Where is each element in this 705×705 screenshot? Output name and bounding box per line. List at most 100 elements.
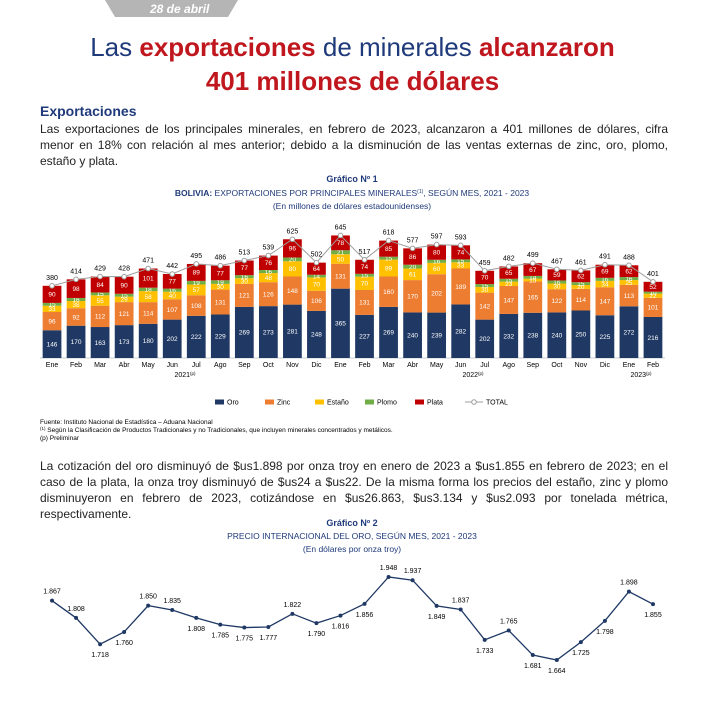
legend-swatch	[215, 399, 224, 405]
legend-swatch	[265, 399, 274, 405]
bar-segment	[451, 262, 471, 269]
bar-segment	[114, 293, 134, 297]
total-point	[97, 273, 103, 280]
bar-segment	[595, 315, 615, 358]
x-tick-label: Oct	[551, 362, 562, 369]
total-point	[193, 261, 200, 267]
value-label: 85	[385, 246, 393, 253]
value-label: 189	[455, 284, 466, 291]
value-label: 202	[431, 291, 442, 298]
bar-segment	[210, 314, 230, 358]
value-label: 282	[455, 329, 466, 336]
bar-segment	[571, 282, 591, 286]
bar-segment	[331, 235, 350, 251]
bar-segment	[186, 315, 206, 358]
x-tick-label: Jul	[480, 362, 489, 369]
total-label: 414	[70, 268, 82, 275]
year: 2021	[174, 372, 190, 379]
value-label: 122	[551, 298, 562, 305]
value-label: 98	[72, 286, 80, 293]
total-label: 491	[599, 254, 611, 261]
total-label: 442	[166, 263, 178, 270]
value-label: 70	[361, 281, 369, 288]
x-tick-label: Feb	[358, 362, 370, 369]
value-label: 1.837	[452, 597, 470, 604]
bar-segment	[210, 280, 230, 284]
bar-segment	[547, 289, 567, 313]
value-label: 65	[505, 270, 513, 277]
bar-segment	[66, 297, 86, 301]
value-label: 281	[287, 329, 298, 336]
value-label: 15	[457, 258, 465, 265]
value-label: 67	[529, 267, 537, 274]
bar-segment	[307, 274, 326, 278]
bar-segment	[619, 265, 639, 278]
bar-segment	[138, 268, 158, 288]
total-point	[385, 237, 392, 244]
price-point	[74, 615, 79, 620]
value-label: 34	[601, 281, 609, 288]
bar-segment	[403, 312, 422, 358]
value-label: 180	[143, 338, 154, 345]
footnote: (p) Preliminar	[40, 435, 80, 442]
bar-segment	[42, 285, 62, 303]
x-tick-label: Sep	[527, 362, 540, 369]
total-label: 513	[238, 250, 250, 257]
value-label: 1.681	[524, 663, 542, 670]
value-label: 148	[287, 288, 298, 295]
value-label: 1.777	[260, 635, 278, 642]
bar-segment	[571, 270, 591, 283]
value-label: 15	[48, 302, 56, 309]
bar-segment	[283, 276, 302, 305]
price-point	[290, 611, 295, 616]
bar-segment	[475, 286, 495, 293]
value-label: 78	[337, 240, 345, 247]
value-label: 55	[96, 298, 104, 305]
title-part: BOLIVIA:	[175, 188, 212, 198]
footnote-text: Según la Clasificación de Productos Trad…	[46, 427, 393, 434]
value-label: 15	[121, 293, 129, 300]
year: 2023	[630, 372, 646, 379]
total-label: 459	[479, 260, 491, 267]
price-point	[98, 642, 103, 647]
value-label: 16	[625, 276, 633, 283]
value-label: 76	[265, 260, 273, 267]
x-tick-label: Abr	[407, 362, 419, 369]
bar-segment	[90, 276, 110, 293]
bar-segment	[499, 266, 519, 279]
value-label: 15	[361, 273, 369, 280]
value-label: 1.855	[644, 612, 662, 619]
total-label: 645	[335, 224, 347, 231]
bar-segment	[258, 306, 278, 358]
value-label: 20	[577, 284, 585, 291]
bar-segment	[186, 295, 206, 316]
total-label: 461	[575, 259, 587, 266]
bar-segment	[475, 284, 495, 287]
price-point	[170, 608, 175, 613]
bar-segment	[162, 288, 182, 292]
bar-segment	[138, 287, 158, 292]
total-label: 401	[647, 271, 659, 278]
bar-segment	[186, 284, 206, 296]
title-part: , SEGÚN MES, 2021 - 2023	[423, 188, 529, 198]
value-label: 112	[95, 314, 106, 321]
value-label: 90	[48, 292, 56, 299]
bar-segment	[643, 316, 663, 358]
bar-segment	[66, 279, 86, 298]
year-label: 2023(p)	[630, 371, 652, 379]
value-label: 146	[47, 341, 58, 348]
value-label: 10	[649, 290, 657, 297]
x-tick-label: Jun	[455, 362, 466, 369]
value-label: 1.718	[91, 652, 109, 659]
price-point	[458, 607, 463, 612]
bar-segment	[331, 263, 350, 289]
bar-segment	[475, 319, 495, 358]
value-label: 202	[479, 336, 490, 343]
value-label: 238	[527, 333, 538, 340]
bar-segment	[258, 270, 278, 274]
value-label: 131	[215, 299, 226, 306]
price-point	[266, 624, 271, 629]
chart-label: Gráfico Nº 1	[326, 174, 377, 184]
value-label: 1.798	[596, 629, 614, 636]
